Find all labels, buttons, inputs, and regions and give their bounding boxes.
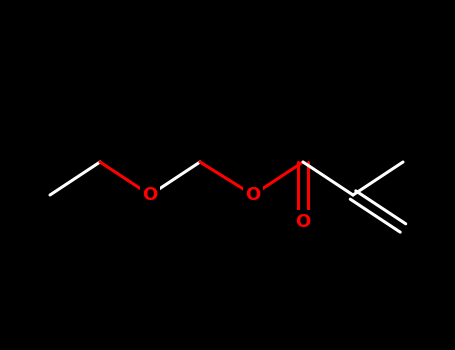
Text: O: O bbox=[142, 186, 157, 204]
Text: O: O bbox=[295, 213, 311, 231]
Text: O: O bbox=[245, 186, 261, 204]
